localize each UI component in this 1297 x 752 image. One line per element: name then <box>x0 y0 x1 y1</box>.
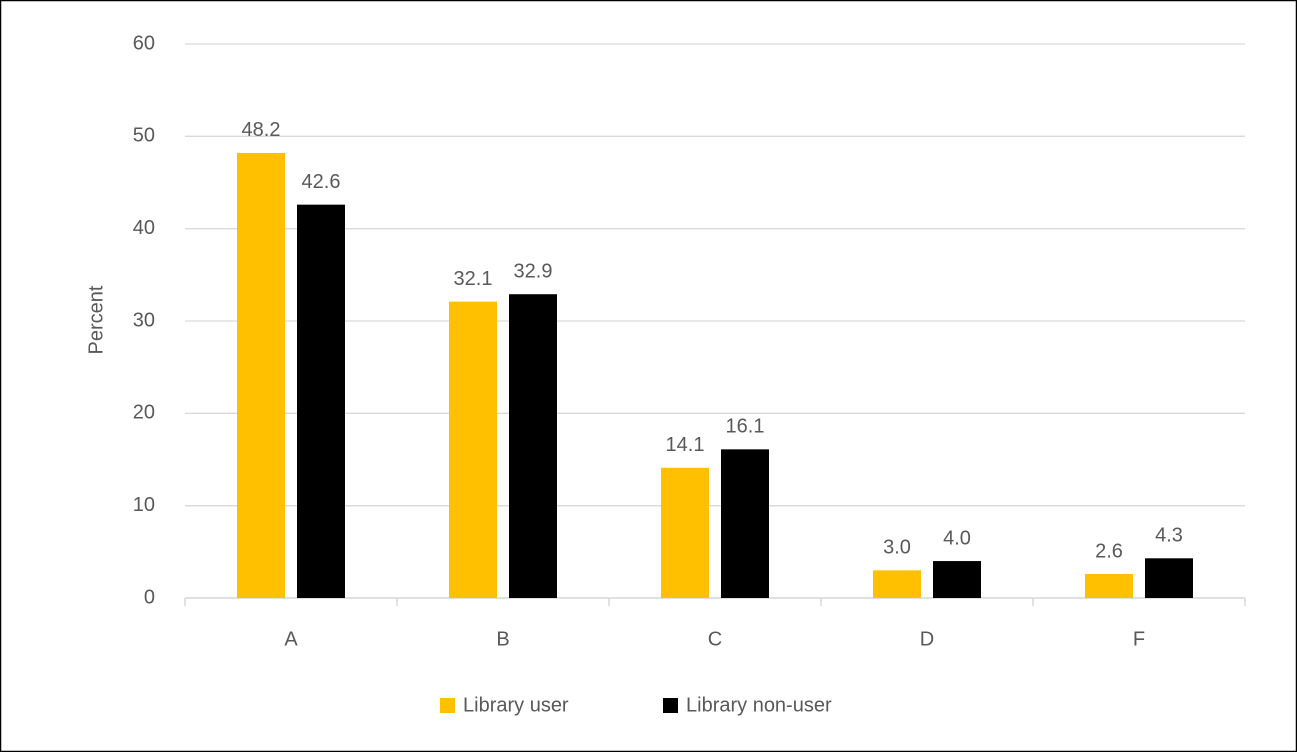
bar <box>1085 573 1133 598</box>
bar <box>661 467 709 598</box>
data-label: 32.1 <box>454 268 493 290</box>
data-label: 4.0 <box>943 527 971 549</box>
bar <box>933 561 981 598</box>
x-tick-label: F <box>1133 628 1145 650</box>
x-tick-label: A <box>284 628 298 650</box>
legend-swatch <box>440 698 455 713</box>
bar <box>449 301 497 598</box>
y-tick-label: 0 <box>144 586 155 608</box>
data-label: 42.6 <box>302 171 341 193</box>
y-axis-label: Percent <box>85 285 107 354</box>
legend-swatch <box>663 698 678 713</box>
bar <box>509 294 557 598</box>
x-tick-label: B <box>496 628 509 650</box>
x-tick-label: D <box>920 628 934 650</box>
data-label: 14.1 <box>666 434 705 456</box>
y-tick-label: 20 <box>133 402 155 424</box>
y-tick-label: 50 <box>133 125 155 147</box>
legend-label: Library non-user <box>686 694 832 716</box>
legend-label: Library user <box>463 694 569 716</box>
bar <box>721 449 769 598</box>
data-label: 2.6 <box>1095 540 1123 562</box>
y-tick-label: 10 <box>133 494 155 516</box>
x-tick-label: C <box>708 628 722 650</box>
data-label: 32.9 <box>514 261 553 283</box>
y-tick-label: 40 <box>133 217 155 239</box>
data-label: 48.2 <box>242 119 281 141</box>
y-tick-label: 60 <box>133 32 155 54</box>
data-label: 4.3 <box>1155 525 1183 547</box>
bar <box>1145 558 1193 598</box>
bar <box>873 570 921 598</box>
bar <box>237 152 285 598</box>
y-tick-label: 30 <box>133 309 155 331</box>
data-label: 3.0 <box>883 537 911 559</box>
data-label: 16.1 <box>726 416 765 438</box>
bar <box>297 204 345 598</box>
